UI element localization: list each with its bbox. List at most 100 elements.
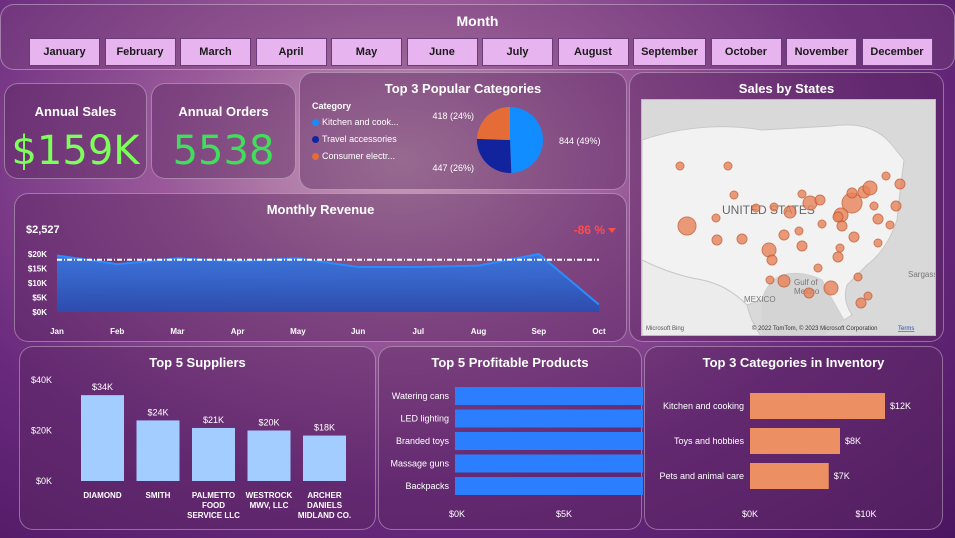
state-bubble[interactable] [711, 213, 721, 223]
supplier-value-label: $24K [147, 407, 168, 417]
supplier-bar[interactable] [247, 430, 291, 482]
mexico-landmass [642, 259, 762, 335]
pie-slice[interactable] [477, 107, 510, 140]
annual-sales-value: $159K [11, 128, 140, 174]
inventory-bar[interactable] [750, 428, 840, 454]
month-button-september[interactable]: September [633, 38, 706, 66]
legend-item-kitchen[interactable]: Kitchen and cook... [312, 117, 399, 127]
state-bubble[interactable] [783, 205, 797, 219]
state-bubble[interactable] [832, 251, 844, 263]
state-bubble[interactable] [853, 272, 863, 282]
revenue-ytick: $20K [28, 250, 47, 259]
pie-label: 418 (24%) [432, 111, 474, 121]
state-bubble[interactable] [855, 297, 867, 309]
annual-orders-value: 5538 [172, 128, 275, 174]
state-bubble[interactable] [797, 189, 807, 199]
state-bubble[interactable] [846, 187, 858, 199]
state-bubble[interactable] [814, 194, 826, 206]
supplier-value-label: $21K [203, 415, 224, 425]
state-bubble[interactable] [778, 229, 790, 241]
state-bubble[interactable] [894, 178, 906, 190]
revenue-xtick: Apr [231, 327, 245, 336]
state-bubble[interactable] [796, 240, 808, 252]
state-bubble[interactable] [823, 280, 839, 296]
state-bubble[interactable] [769, 202, 779, 212]
popular-categories-card: Top 3 Popular Categories Category Kitche… [299, 72, 627, 190]
month-button-march[interactable]: March [180, 38, 251, 66]
month-button-august[interactable]: August [557, 38, 629, 66]
revenue-xtick: Jun [351, 327, 365, 336]
month-button-may[interactable]: May [331, 38, 402, 66]
supplier-label-line: WESTROCK [246, 491, 293, 500]
state-bubble[interactable] [766, 254, 778, 266]
product-bar[interactable] [455, 387, 643, 405]
supplier-category-label: SMITH [146, 491, 171, 500]
product-category-label: Watering cans [392, 391, 450, 401]
state-bubble[interactable] [863, 291, 873, 301]
revenue-ytick: $5K [32, 294, 47, 303]
pie-label: 447 (26%) [432, 163, 474, 173]
state-bubble[interactable] [862, 180, 878, 196]
state-bubble[interactable] [848, 231, 860, 243]
month-button-january[interactable]: January [29, 38, 100, 66]
state-bubble[interactable] [729, 190, 739, 200]
state-bubble[interactable] [751, 203, 761, 213]
state-bubble[interactable] [765, 275, 775, 285]
legend-item-electronics[interactable]: Consumer electr... [312, 151, 399, 161]
product-bar[interactable] [455, 432, 643, 450]
state-bubble[interactable] [677, 216, 697, 236]
month-button-february[interactable]: February [104, 38, 176, 66]
state-bubble[interactable] [813, 263, 823, 273]
supplier-label-line: MIDLAND CO. [298, 511, 351, 520]
product-category-label: Branded toys [396, 436, 450, 446]
supplier-value-label: $18K [314, 423, 335, 433]
us-map[interactable]: UNITED STATES Gulf ofMexico MEXICO Sarga… [641, 99, 936, 336]
product-bar[interactable] [455, 409, 643, 428]
state-bubble[interactable] [881, 171, 891, 181]
state-bubble[interactable] [873, 238, 883, 248]
month-button-july[interactable]: July [482, 38, 553, 66]
month-button-april[interactable]: April [255, 38, 327, 66]
profitable-products-card: Top 5 Profitable Products Watering cans$… [378, 346, 643, 530]
state-bubble[interactable] [872, 213, 884, 225]
supplier-bar[interactable] [136, 420, 180, 481]
map-terms-link[interactable]: Terms [898, 326, 914, 332]
revenue-xtick: Oct [592, 327, 606, 336]
legend-item-travel[interactable]: Travel accessories [312, 134, 399, 144]
state-bubble[interactable] [794, 226, 804, 236]
state-bubble[interactable] [723, 161, 733, 171]
suppliers-ytick: $20K [31, 426, 52, 436]
month-button-december[interactable]: December [861, 38, 933, 66]
state-bubble[interactable] [777, 274, 791, 288]
state-bubble[interactable] [890, 200, 902, 212]
state-bubble[interactable] [803, 287, 815, 299]
month-button-october[interactable]: October [710, 38, 782, 66]
pie-slice[interactable] [477, 138, 512, 173]
state-bubble[interactable] [835, 243, 845, 253]
supplier-bar[interactable] [192, 427, 235, 481]
product-bar[interactable] [455, 454, 643, 473]
monthly-revenue-card: Monthly Revenue $2,527 -86 % $0K $5K $10K $15… [14, 193, 627, 342]
top-suppliers-card: Top 5 Suppliers $0K $20K $40K $34K DIAMOND $2… [19, 346, 376, 530]
sales-by-states-card: Sales by States UNITED STATES Gulf of Mex… [629, 72, 944, 342]
supplier-bar[interactable] [81, 395, 124, 481]
state-bubble[interactable] [885, 220, 895, 230]
state-bubble[interactable] [675, 161, 685, 171]
supplier-bar[interactable] [303, 435, 346, 481]
product-bar[interactable] [455, 477, 643, 495]
state-bubble[interactable] [736, 233, 748, 245]
state-bubble[interactable] [836, 220, 848, 232]
month-slicer-title: Month [456, 13, 499, 29]
inventory-bar[interactable] [750, 393, 885, 419]
state-bubble[interactable] [817, 219, 827, 229]
pie-slice[interactable] [510, 107, 543, 173]
state-bubble[interactable] [869, 201, 879, 211]
month-button-june[interactable]: June [406, 38, 478, 66]
revenue-area [57, 254, 599, 312]
inventory-bar[interactable] [750, 463, 829, 489]
month-button-november[interactable]: November [786, 38, 857, 66]
monthly-revenue-title: Monthly Revenue [266, 202, 375, 217]
suppliers-ytick: $40K [31, 375, 52, 385]
state-bubble[interactable] [711, 234, 723, 246]
state-bubble[interactable] [832, 211, 844, 223]
